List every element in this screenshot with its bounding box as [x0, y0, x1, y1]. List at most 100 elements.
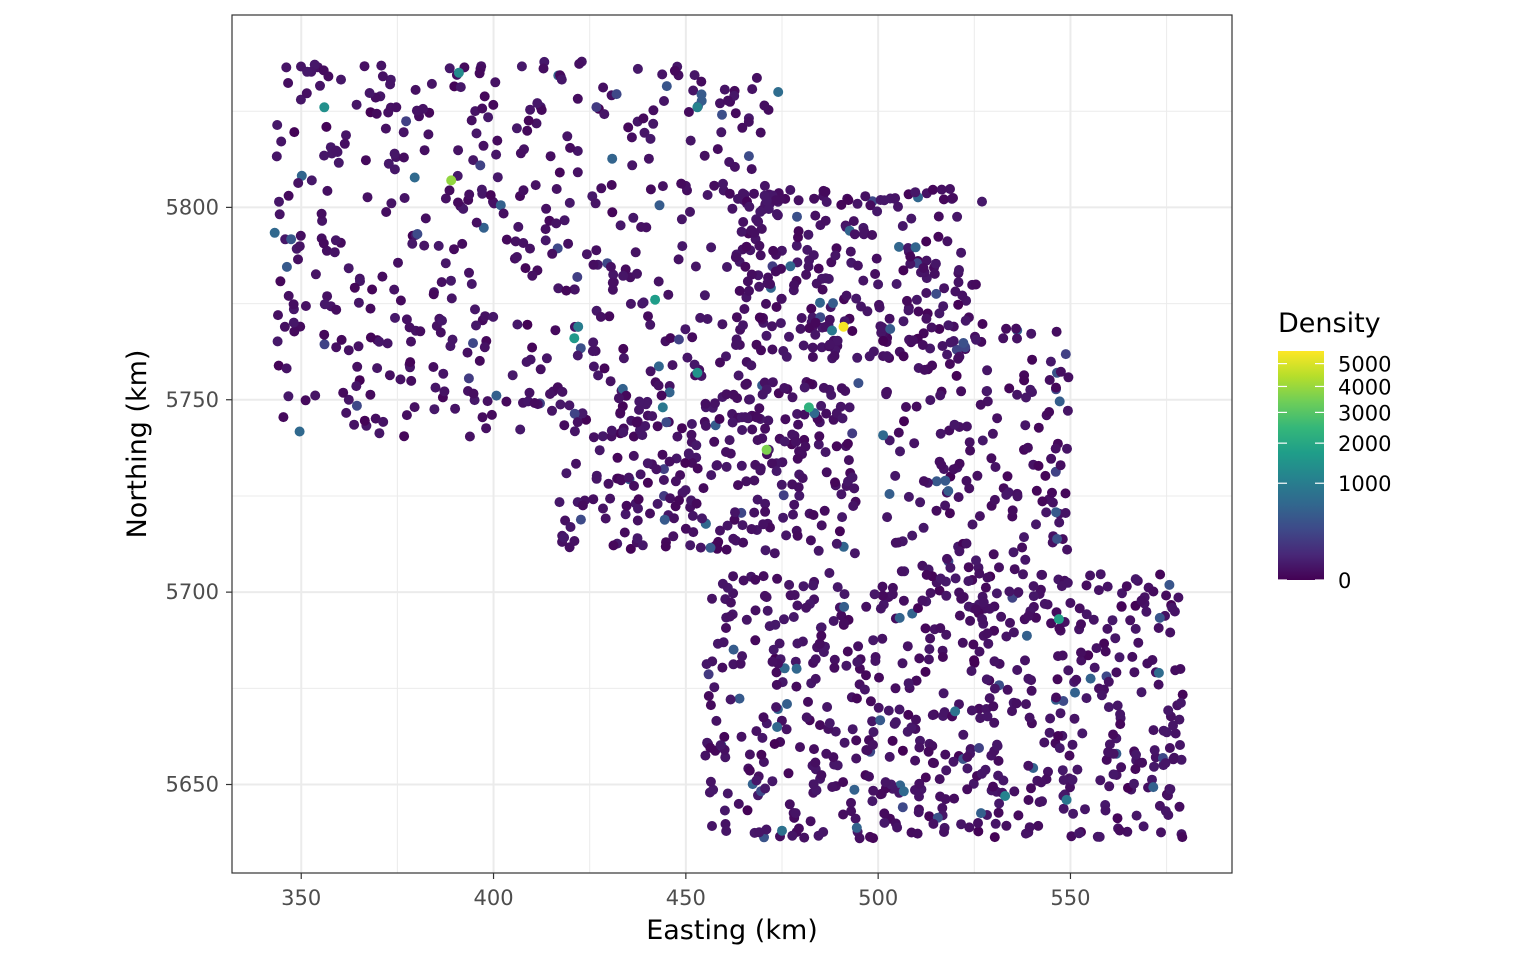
data-point [1131, 749, 1141, 760]
data-point [395, 295, 406, 306]
data-point [993, 807, 1004, 818]
data-point [842, 646, 853, 657]
data-point [773, 87, 784, 97]
data-point [896, 566, 907, 577]
data-point [810, 673, 821, 684]
data-point [545, 151, 556, 162]
data-point [719, 805, 730, 816]
data-point [478, 140, 489, 151]
data-point [633, 494, 644, 505]
data-point [725, 694, 736, 705]
data-point [760, 545, 771, 556]
data-point [738, 537, 749, 548]
data-point [446, 275, 456, 286]
data-point [836, 199, 847, 210]
data-point [943, 486, 954, 496]
data-point [399, 431, 410, 442]
data-point [798, 581, 809, 592]
data-point [1114, 652, 1125, 663]
data-point [1137, 757, 1148, 768]
legend-colorbar [1278, 351, 1324, 580]
data-point [722, 95, 733, 106]
x-tick-label: 350 [281, 886, 321, 910]
data-point [784, 331, 794, 342]
data-point [485, 190, 496, 201]
data-point [803, 229, 814, 240]
data-point [295, 230, 306, 241]
data-point [938, 301, 949, 312]
data-point [821, 748, 832, 759]
data-point [428, 362, 439, 372]
data-point [661, 417, 672, 428]
data-point [778, 490, 789, 501]
data-point [645, 184, 656, 195]
data-point [733, 798, 744, 809]
data-point [859, 226, 870, 237]
data-point [645, 133, 656, 144]
data-point [1020, 554, 1031, 565]
data-point [419, 145, 430, 156]
data-point [689, 359, 700, 370]
data-point [972, 470, 983, 481]
data-point [565, 522, 576, 532]
data-point [989, 832, 1000, 843]
data-point [830, 477, 840, 488]
data-point [645, 508, 655, 519]
data-point [1071, 674, 1082, 685]
data-point [1147, 655, 1158, 665]
data-point [721, 544, 732, 555]
data-point [931, 288, 942, 299]
data-point [330, 235, 341, 246]
data-point [852, 657, 863, 667]
data-point [1056, 581, 1067, 592]
data-point [351, 381, 362, 392]
data-point [333, 157, 344, 168]
x-tick-label: 550 [1050, 886, 1090, 910]
data-point [638, 297, 649, 308]
data-point [882, 512, 893, 523]
data-point [638, 113, 649, 124]
data-point [850, 813, 861, 824]
data-point [935, 390, 946, 401]
data-point [894, 704, 905, 715]
data-point [852, 352, 863, 363]
data-point [982, 386, 993, 396]
data-point [956, 386, 967, 397]
data-point [474, 68, 485, 79]
data-point [597, 431, 608, 442]
data-point [961, 421, 972, 432]
data-point [805, 535, 816, 546]
data-point [423, 129, 434, 140]
data-point [942, 349, 953, 360]
data-point [882, 351, 892, 362]
data-point [1054, 517, 1065, 528]
data-point [676, 214, 687, 225]
data-point [824, 718, 835, 729]
data-point [993, 755, 1004, 766]
data-point [594, 445, 605, 456]
data-point [935, 428, 946, 439]
legend-label: 4000 [1338, 375, 1391, 399]
data-point [470, 304, 480, 315]
data-point [804, 255, 815, 266]
data-point [910, 755, 921, 766]
data-point [440, 258, 451, 269]
data-point [466, 279, 477, 289]
data-point [717, 578, 728, 589]
data-point [623, 122, 634, 133]
data-point [453, 145, 464, 156]
data-point [861, 670, 871, 681]
data-point [661, 81, 672, 92]
data-point [1174, 714, 1185, 725]
data-point [445, 341, 456, 352]
data-point [351, 99, 362, 110]
data-point [992, 413, 1003, 424]
data-point [523, 115, 534, 126]
data-point [816, 630, 827, 641]
data-point [449, 244, 459, 255]
data-point [736, 731, 747, 742]
data-point [839, 618, 849, 629]
data-point [289, 127, 300, 138]
data-point [771, 302, 782, 312]
data-point [1173, 592, 1184, 603]
